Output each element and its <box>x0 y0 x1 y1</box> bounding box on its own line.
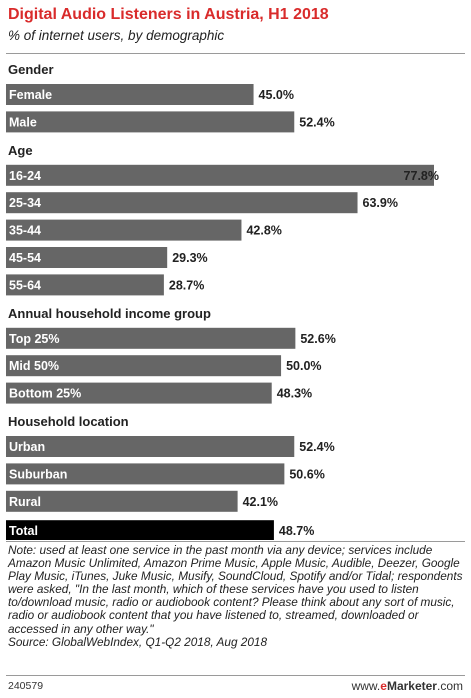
header-divider <box>6 53 465 54</box>
bar <box>6 111 295 133</box>
bar-category-label: 16-24 <box>9 169 41 183</box>
bar-category-label: 25-34 <box>9 196 41 210</box>
bar-value-label: 77.8% <box>404 169 439 183</box>
bar-value-label: 48.3% <box>277 387 312 401</box>
bar <box>6 219 242 241</box>
group-heading: Age <box>8 143 33 158</box>
bar <box>6 327 296 349</box>
bar-category-label: Total <box>9 524 38 538</box>
chart-subtitle: % of internet users, by demographic <box>8 28 225 43</box>
brand-e: e <box>380 679 387 693</box>
bar-category-label: Bottom 25% <box>9 387 81 401</box>
bar-category-label: Male <box>9 115 37 129</box>
chart-id: 240579 <box>8 680 44 692</box>
bottom-divider <box>6 675 465 676</box>
bar <box>6 192 358 214</box>
bar-category-label: Suburban <box>9 467 67 481</box>
bar-category-label: Female <box>9 88 52 102</box>
group-heading: Gender <box>8 62 54 77</box>
bar-value-label: 52.4% <box>299 115 334 129</box>
bar <box>6 382 272 404</box>
bar <box>6 490 238 512</box>
bar-value-label: 29.3% <box>172 251 207 265</box>
brand-suffix: .com <box>436 679 463 693</box>
bar-category-label: Urban <box>9 440 45 454</box>
bar <box>6 247 168 268</box>
bar-value-label: 28.7% <box>169 278 204 292</box>
bar-value-label: 50.0% <box>286 359 321 373</box>
bar <box>6 463 285 485</box>
bar-category-label: 45-54 <box>9 251 41 265</box>
bar <box>6 84 254 105</box>
bar-value-label: 63.9% <box>363 196 398 210</box>
bar-value-label: 50.6% <box>289 467 324 481</box>
brand-prefix: www. <box>351 679 381 693</box>
group-heading: Annual household income group <box>8 306 211 321</box>
bar <box>6 164 434 186</box>
footnote-text: Note: used at least one service in the p… <box>8 543 463 636</box>
chart-title: Digital Audio Listeners in Austria, H1 2… <box>8 6 329 23</box>
group-heading: Household location <box>8 414 129 429</box>
bar-value-label: 48.7% <box>279 524 314 538</box>
bar-value-label: 42.8% <box>246 224 281 238</box>
bar-value-label: 52.6% <box>300 332 335 346</box>
bar-category-label: Top 25% <box>9 332 59 346</box>
brand-name: Marketer <box>386 679 437 693</box>
bar-value-label: 45.0% <box>259 88 294 102</box>
bar-value-label: 52.4% <box>299 440 334 454</box>
bar <box>6 520 274 540</box>
bar-category-label: 55-64 <box>9 278 41 292</box>
bar <box>6 436 295 457</box>
footer-divider <box>6 541 465 542</box>
source-text: Source: GlobalWebIndex, Q1-Q2 2018, Aug … <box>8 634 268 649</box>
chart-notes: Note: used at least one service in the p… <box>8 543 470 649</box>
bar <box>6 355 282 377</box>
bar <box>6 274 164 296</box>
bar-category-label: Rural <box>9 495 41 509</box>
bar-chart: Gender Female 45.0% Male 52.4% Age 16-24 77.8% 2… <box>6 62 439 540</box>
bar-value-label: 42.1% <box>243 495 278 509</box>
bar-category-label: Mid 50% <box>9 359 59 373</box>
brand-logo[interactable]: www.eMarketer.com <box>352 679 463 693</box>
bar-category-label: 35-44 <box>9 224 41 238</box>
